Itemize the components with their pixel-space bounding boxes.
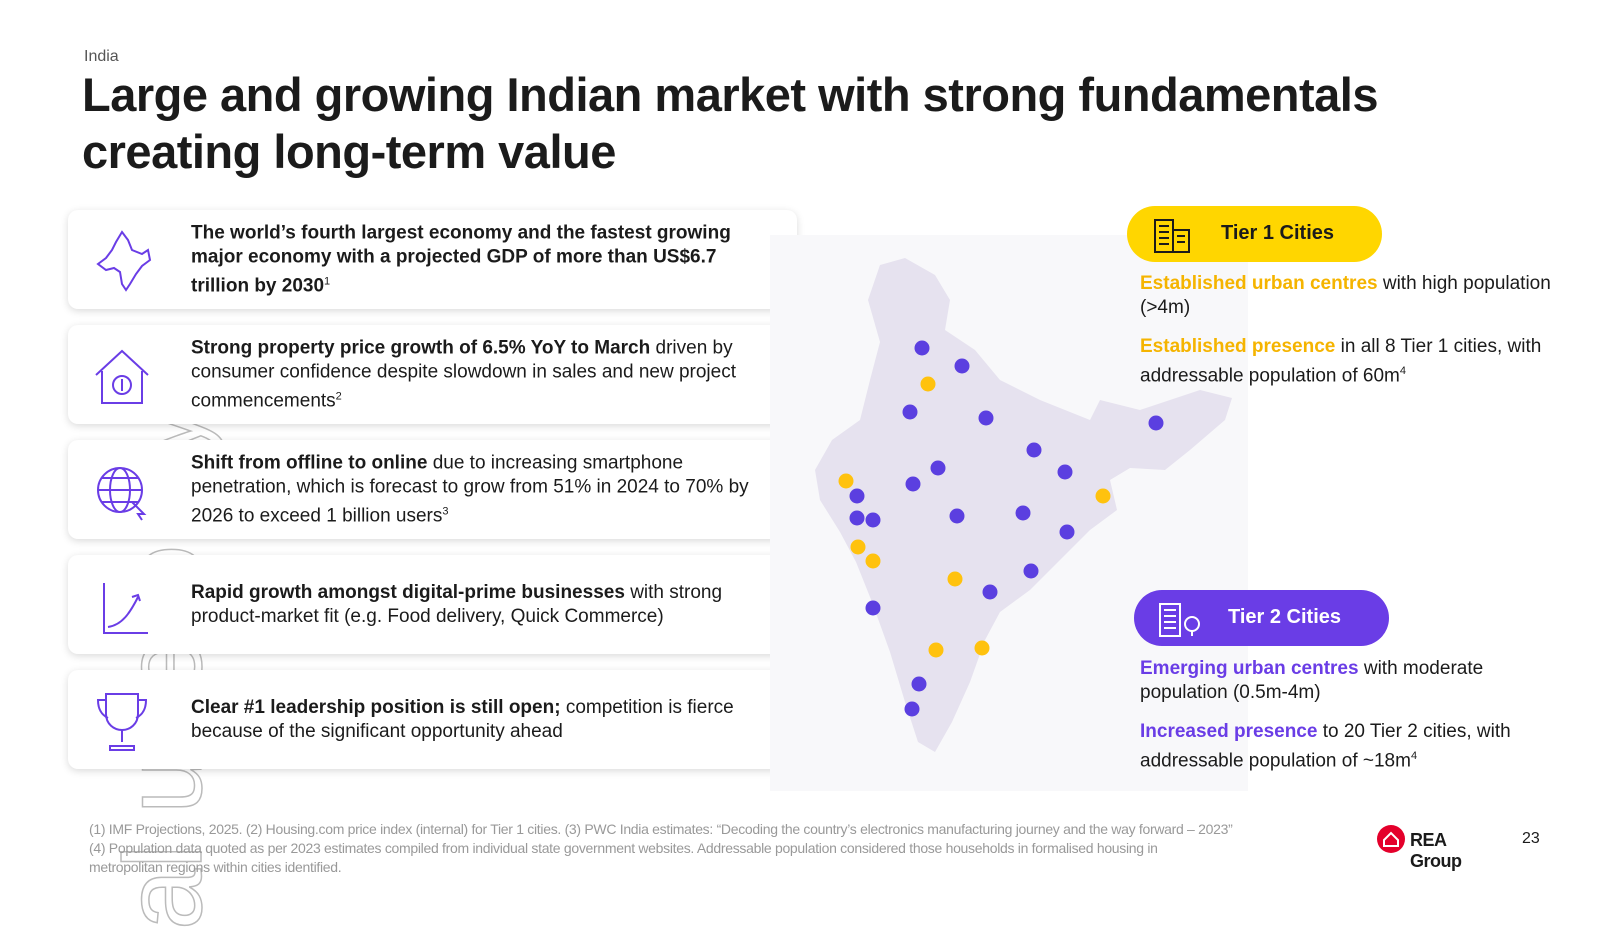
tier-body: with moderate population (0.5m-4m) <box>1140 658 1484 703</box>
point-icon <box>96 230 152 292</box>
tier-text: Established urban centres with high popu… <box>1140 272 1560 403</box>
tier2-city-dot <box>930 460 946 476</box>
tier1-city-dot <box>928 642 944 658</box>
tier-body: with high population (>4m) <box>1140 273 1551 318</box>
tier2-city-dot <box>1023 563 1039 579</box>
tier2-city-dot <box>1015 505 1031 521</box>
point-body: with strong product-market fit (e.g. Foo… <box>191 581 723 627</box>
tier-highlight: Increased presence <box>1140 721 1318 742</box>
tier-body: in all 8 Tier 1 cities, with addressable… <box>1140 336 1542 387</box>
slide-title: Large and growing Indian market with str… <box>82 68 1378 178</box>
tier2-city-dot <box>1057 464 1073 480</box>
tier-line: Established urban centres with high popu… <box>1140 272 1560 320</box>
tier2-city-dot <box>904 701 920 717</box>
point-icon <box>103 583 148 634</box>
footnote-ref: 1 <box>324 274 331 287</box>
tier1-city-dot <box>850 539 866 555</box>
footnote: (4) Population data quoted as per 2023 e… <box>89 840 1158 856</box>
india-outline <box>815 258 1232 752</box>
tier2-city-dot <box>905 476 921 492</box>
footnote: metropolitan regions within cities ident… <box>89 859 342 875</box>
point-bold: Shift from offline to online <box>191 451 428 473</box>
point-card: Rapid growth amongst digital-prime busin… <box>68 555 797 654</box>
point-text: The world’s fourth largest economy and t… <box>191 221 777 298</box>
tier2-city-dot <box>1148 415 1164 431</box>
tier2-city-dot <box>902 404 918 420</box>
page-number: 23 <box>1522 830 1540 847</box>
tier2-city-dot <box>849 488 865 504</box>
tier-label: Tier 1 Cities <box>1221 222 1335 244</box>
point-text: Rapid growth amongst digital-prime busin… <box>191 581 777 629</box>
point-bold: Clear #1 leadership position is still op… <box>191 696 561 718</box>
tier1-city-dot <box>920 376 936 392</box>
tier-line: Established presence in all 8 Tier 1 cit… <box>1140 335 1560 388</box>
tier1-city-dot <box>974 640 990 656</box>
logo: REA Group <box>1376 824 1501 871</box>
footnote-ref: 2 <box>335 389 342 402</box>
point-body: driven by consumer confidence despite sl… <box>191 336 736 412</box>
tier2-city-dot <box>982 584 998 600</box>
tier2-city-dot <box>1026 442 1042 458</box>
tier-label: Tier 2 Cities <box>1228 606 1342 628</box>
tier2-city-dot <box>865 512 881 528</box>
tier2-city-dot <box>865 600 881 616</box>
point-bold: The world’s fourth largest economy and t… <box>191 221 731 297</box>
point-icon <box>95 349 149 404</box>
logo-icon <box>1377 825 1405 853</box>
footnote-ref: 4 <box>1399 365 1406 377</box>
tier2-pill: Tier 2 Cities <box>1134 590 1389 646</box>
tier2-city-dot <box>849 510 865 526</box>
building-icon <box>1159 603 1200 637</box>
tier-highlight: Established presence <box>1140 336 1336 357</box>
point-icon <box>97 467 147 521</box>
point-body: due to increasing smartphone penetration… <box>191 451 749 527</box>
india-map <box>815 258 1232 752</box>
tier1-city-dot <box>947 571 963 587</box>
point-body: competition is fierce because of the sig… <box>191 696 734 742</box>
tier-line: Increased presence to 20 Tier 2 cities, … <box>1140 720 1560 773</box>
footnote: (1) IMF Projections, 2025. (2) Housing.c… <box>89 821 1233 837</box>
point-icon <box>96 693 148 751</box>
tier2-city-dot <box>978 410 994 426</box>
tier1-city-dot <box>838 473 854 489</box>
point-card: Clear #1 leadership position is still op… <box>68 670 797 769</box>
tier2-city-dot <box>911 676 927 692</box>
point-bold: Rapid growth amongst digital-prime busin… <box>191 581 625 603</box>
logo-text: REA Group <box>1410 830 1462 871</box>
tier2-city-dot <box>949 508 965 524</box>
point-text: Shift from offline to online due to incr… <box>191 451 777 528</box>
building-icon <box>1154 219 1190 253</box>
tier1-city-dot <box>1095 488 1111 504</box>
footnote-ref: 3 <box>442 504 449 517</box>
tier1-pill: Tier 1 Cities <box>1127 206 1382 262</box>
slide: al use only India Large and growing Indi… <box>68 48 1560 930</box>
tier-line: Emerging urban centres with moderate pop… <box>1140 657 1560 705</box>
tier1-city-dot <box>865 553 881 569</box>
tier-highlight: Emerging urban centres <box>1140 658 1359 679</box>
point-card: Shift from offline to online due to incr… <box>68 440 797 539</box>
tier-body: to 20 Tier 2 cities, with addressable po… <box>1140 721 1511 772</box>
point-card: The world’s fourth largest economy and t… <box>68 210 797 309</box>
point-text: Clear #1 leadership position is still op… <box>191 696 777 744</box>
tier2-city-dot <box>914 340 930 356</box>
point-bold: Strong property price growth of 6.5% YoY… <box>191 336 651 358</box>
tier-highlight: Established urban centres <box>1140 273 1378 294</box>
point-card: Strong property price growth of 6.5% YoY… <box>68 325 797 424</box>
point-text: Strong property price growth of 6.5% YoY… <box>191 336 777 413</box>
tier2-city-dot <box>1059 524 1075 540</box>
footnotes: (1) IMF Projections, 2025. (2) Housing.c… <box>89 820 1349 877</box>
footnote-ref: 4 <box>1410 750 1418 762</box>
section-label: India <box>84 48 119 65</box>
tier-text: Emerging urban centres with moderate pop… <box>1140 657 1560 788</box>
tier2-city-dot <box>954 358 970 374</box>
